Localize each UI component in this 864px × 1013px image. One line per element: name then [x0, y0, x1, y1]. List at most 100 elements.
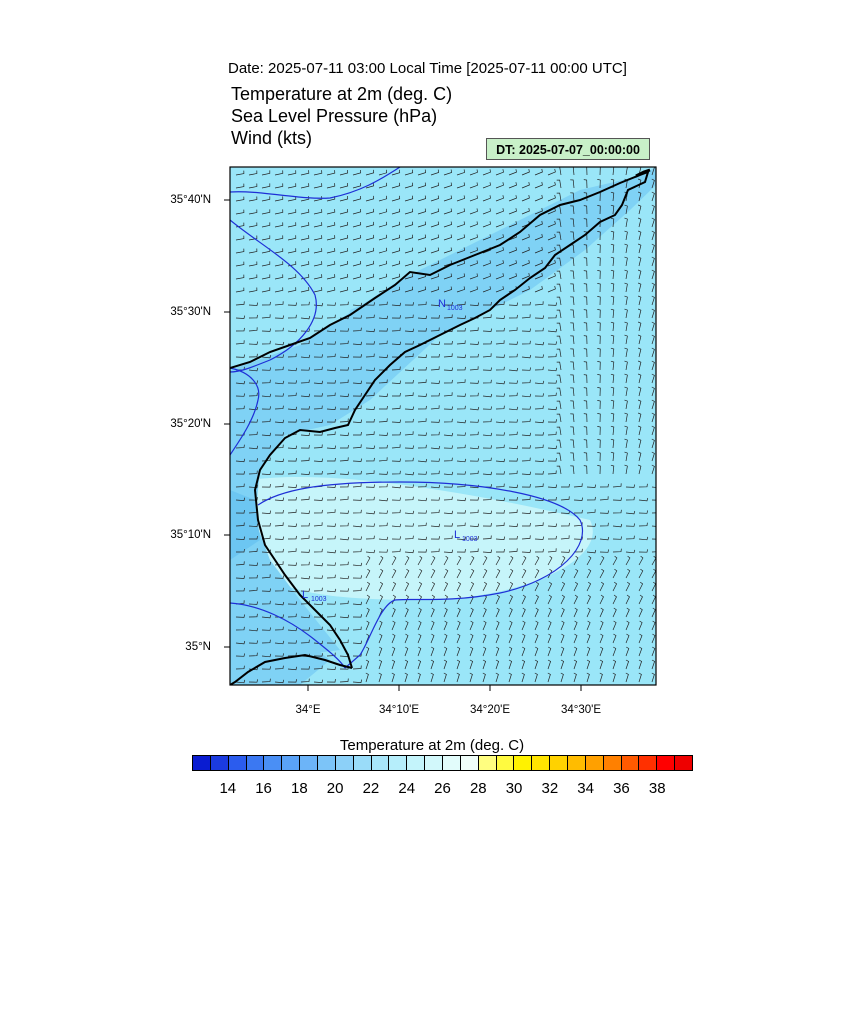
wind-barb [495, 444, 505, 449]
wind-barb [625, 496, 635, 501]
wind-barb [430, 458, 440, 462]
wind-barb [274, 287, 284, 293]
wind-barb [521, 445, 531, 449]
wind-barb [352, 575, 362, 579]
wind-barb [547, 302, 557, 306]
wind-barb [547, 646, 552, 657]
wind-barb [534, 168, 543, 176]
wind-barb [651, 269, 655, 280]
wind-barb [573, 536, 583, 540]
wind-barb [570, 426, 575, 436]
wind-barb [313, 575, 323, 579]
wind-barb [261, 627, 271, 631]
wind-barb [352, 195, 362, 202]
wind-barb [651, 321, 655, 332]
wind-barb [339, 234, 349, 241]
wind-barb [391, 234, 401, 241]
wind-barb [339, 483, 349, 488]
wind-barb [248, 601, 258, 605]
colorbar-swatch [246, 756, 265, 770]
wind-barb [495, 536, 506, 540]
wind-barb [391, 195, 401, 202]
wind-barb [378, 522, 388, 527]
wind-barb [612, 646, 617, 657]
wind-barb [391, 286, 401, 293]
wind-barb [417, 393, 428, 397]
wind-barb [274, 222, 284, 228]
wind-barb [326, 419, 336, 423]
wind-barb [456, 247, 465, 254]
wind-barb [456, 581, 462, 592]
wind-barb [261, 432, 272, 437]
wind-barb [326, 170, 336, 176]
wind-barb [417, 208, 426, 215]
wind-barb [560, 607, 565, 618]
wind-barb [570, 179, 575, 189]
wind-barb [521, 457, 531, 462]
wind-barb [391, 419, 402, 423]
wind-barb [573, 620, 578, 631]
wind-barb [417, 607, 422, 618]
wind-barb [508, 568, 514, 579]
wind-barb [482, 379, 492, 384]
wind-barb [404, 535, 414, 540]
wind-barb [610, 243, 615, 254]
wind-barb [495, 568, 501, 579]
wind-barb [556, 439, 562, 449]
wind-barb [469, 568, 475, 579]
wind-barb [469, 445, 480, 450]
wind-barb [235, 471, 245, 475]
wind-barb [287, 601, 297, 605]
wind-barb [495, 393, 505, 397]
wind-barb [508, 208, 517, 215]
wind-barb [573, 568, 579, 579]
wind-barb [248, 523, 259, 527]
wind-barb [625, 646, 630, 657]
wind-barb [404, 594, 409, 605]
wind-barb [586, 535, 596, 540]
wind-barb [339, 328, 349, 332]
wind-barb [352, 366, 362, 371]
wind-barb [495, 247, 504, 254]
wind-barb [612, 555, 618, 566]
wind-barb [610, 425, 615, 436]
wind-barb [495, 483, 505, 488]
wind-barb [313, 393, 323, 397]
wind-barb [339, 536, 350, 541]
wind-barb [430, 509, 440, 514]
wind-barb [469, 234, 478, 241]
wind-barb [352, 419, 363, 423]
wind-barb [430, 208, 439, 215]
wind-barb [651, 217, 655, 228]
wind-barb [391, 607, 396, 618]
wind-barb [300, 315, 311, 320]
wind-barb [274, 354, 284, 358]
wind-barb [248, 341, 258, 345]
wind-barb [625, 484, 635, 488]
wind-barb [430, 607, 435, 618]
wind-barb [637, 321, 642, 332]
wind-barb [469, 633, 474, 644]
wind-barb [430, 659, 435, 670]
wind-barb [469, 286, 478, 293]
wind-barb [313, 509, 323, 514]
wind-barb [651, 230, 655, 241]
wind-barb [404, 247, 414, 254]
wind-barb [556, 413, 562, 423]
wind-barb [508, 380, 518, 384]
wind-barb [261, 301, 271, 306]
wind-barb [651, 386, 655, 397]
wind-barb [417, 418, 427, 423]
wind-barb [508, 273, 517, 280]
wind-barb [339, 393, 350, 397]
wind-barb [352, 208, 362, 215]
wind-barb [287, 445, 298, 449]
wind-barb [404, 457, 414, 462]
wind-barb [391, 260, 401, 267]
wind-barb [391, 568, 397, 579]
wind-barb [365, 555, 371, 566]
wind-barb [583, 205, 588, 215]
wind-barb [495, 195, 504, 202]
wind-barb [326, 261, 336, 267]
wind-barb [469, 182, 478, 189]
